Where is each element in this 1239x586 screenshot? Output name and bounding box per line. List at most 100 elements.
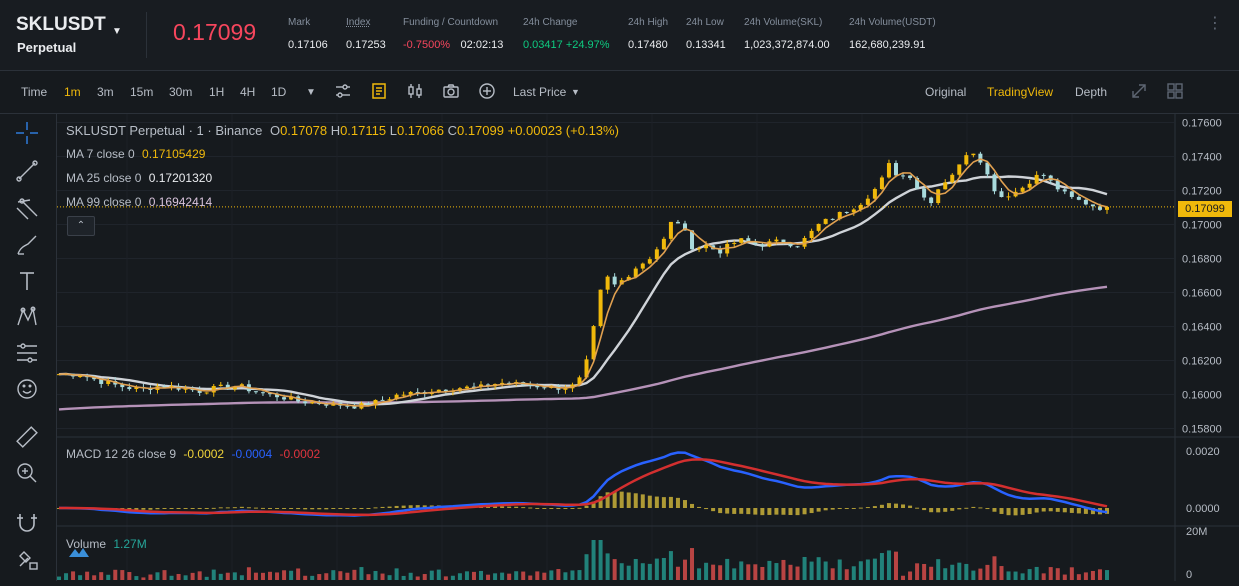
- stat-value: 0.03417 +24.97%: [523, 39, 610, 51]
- text-tool-icon[interactable]: [14, 268, 40, 294]
- legend-macd[interactable]: MACD 12 26 close 9 -0.0002 -0.0004 -0.00…: [66, 447, 320, 461]
- candle: [858, 204, 863, 210]
- candle: [282, 397, 287, 400]
- volume-bar: [197, 571, 202, 580]
- candle: [746, 238, 751, 242]
- interval-3m[interactable]: 3m: [97, 85, 114, 99]
- view-depth[interactable]: Depth: [1075, 85, 1108, 99]
- add-indicator-icon[interactable]: [478, 82, 496, 100]
- candle: [1034, 174, 1039, 184]
- candle-type-icon[interactable]: [406, 82, 424, 100]
- chart-area[interactable]: 0.17600 0.17400 0.17200 0.17000 0.16800 0.166…: [57, 114, 1239, 581]
- volume-bar: [1090, 570, 1095, 580]
- candle: [872, 189, 877, 199]
- volume-bar: [697, 568, 702, 580]
- candle: [802, 237, 807, 247]
- volume-bar: [570, 570, 575, 580]
- candle: [500, 382, 505, 384]
- interval-15m[interactable]: 15m: [130, 85, 154, 99]
- candle: [218, 384, 223, 386]
- macd-histogram-bar: [915, 507, 920, 509]
- price-axis-label: 0.17200: [1182, 186, 1222, 198]
- macd-histogram-bar: [901, 504, 906, 508]
- volume-bar: [774, 563, 779, 580]
- macd-histogram-bar: [493, 506, 498, 508]
- magnet-icon[interactable]: [14, 510, 40, 536]
- macd-histogram-bar: [148, 508, 153, 510]
- legend-close: 0.17099: [456, 123, 504, 138]
- volume-bar: [915, 563, 920, 580]
- volume-bar: [1069, 567, 1074, 580]
- legend-ma7[interactable]: MA 7 close 0 0.17105429: [66, 147, 205, 161]
- more-options-icon[interactable]: ⋮: [1207, 15, 1223, 32]
- interval-1d[interactable]: 1D: [271, 85, 287, 99]
- volume-bar: [183, 575, 188, 580]
- templates-icon[interactable]: [370, 82, 388, 100]
- candle: [366, 403, 371, 406]
- candle: [225, 384, 230, 390]
- interval-4h[interactable]: 4H: [240, 85, 256, 99]
- ruler-icon[interactable]: [14, 424, 40, 450]
- stat-24h-low: 24h Low 0.13341: [686, 17, 726, 53]
- volume-bar: [598, 540, 603, 580]
- legend-ma99[interactable]: MA 99 close 0 0.16942414: [66, 195, 212, 209]
- indicator-settings-icon[interactable]: [334, 82, 352, 100]
- volume-bar: [711, 564, 716, 580]
- candle: [127, 387, 132, 390]
- camera-icon[interactable]: [442, 82, 460, 100]
- volume-bar: [908, 571, 913, 580]
- macd-histogram-bar: [718, 508, 723, 514]
- zoom-in-icon[interactable]: [14, 460, 40, 486]
- volume-bar: [232, 572, 237, 580]
- candle: [1020, 187, 1025, 192]
- stat-label[interactable]: Index: [346, 17, 371, 28]
- view-original[interactable]: Original: [925, 85, 967, 99]
- interval-1m[interactable]: 1m: [64, 85, 81, 99]
- tradingview-logo-icon[interactable]: [68, 546, 90, 558]
- volume-bar: [507, 573, 512, 580]
- candle: [739, 238, 744, 243]
- fullscreen-icon[interactable]: [1130, 82, 1148, 100]
- trend-line-icon[interactable]: [14, 158, 40, 184]
- price-type-select[interactable]: Last Price: [513, 85, 567, 99]
- crosshair-icon[interactable]: [14, 120, 40, 146]
- volume-bar: [640, 563, 645, 580]
- interval-1h[interactable]: 1H: [209, 85, 225, 99]
- price-chart[interactable]: 0.17600 0.17400 0.17200 0.17000 0.16800 0.166…: [57, 114, 1239, 581]
- candle: [162, 386, 167, 389]
- candle: [310, 402, 315, 404]
- volume-bar: [359, 567, 364, 580]
- legend-high: 0.17115: [340, 123, 387, 138]
- volume-bar: [619, 563, 624, 580]
- emoji-icon[interactable]: [14, 376, 40, 402]
- stat-label: 24h Change: [523, 17, 578, 28]
- layout-grid-icon[interactable]: [1166, 82, 1184, 100]
- candle: [753, 241, 758, 245]
- candle: [915, 177, 920, 189]
- fib-tools-icon[interactable]: [14, 196, 40, 222]
- interval-dropdown-icon[interactable]: ▼: [306, 87, 316, 98]
- contract-type[interactable]: Perpetual: [17, 40, 77, 55]
- legend-ma25[interactable]: MA 25 close 0 0.17201320: [66, 171, 212, 185]
- symbol-name[interactable]: SKLUSDT: [16, 14, 106, 35]
- pattern-tool-icon[interactable]: [14, 304, 40, 330]
- price-type-dropdown-icon[interactable]: ▼: [571, 87, 580, 97]
- interval-time[interactable]: Time: [21, 85, 48, 99]
- interval-30m[interactable]: 30m: [169, 85, 193, 99]
- legend-collapse-button[interactable]: ⌃: [67, 216, 95, 236]
- volume-bar: [943, 568, 948, 580]
- macd-histogram-bar: [577, 507, 582, 509]
- candle: [999, 191, 1004, 198]
- symbol-dropdown-icon[interactable]: ▼: [112, 26, 122, 37]
- lock-drawing-icon[interactable]: [14, 546, 40, 572]
- price-axis-label: 0.16000: [1182, 390, 1222, 402]
- macd-histogram-bar: [563, 508, 568, 509]
- view-tradingview[interactable]: TradingView: [987, 85, 1054, 99]
- prediction-tool-icon[interactable]: [14, 340, 40, 366]
- macd-histogram-bar: [992, 508, 997, 512]
- legend-volume[interactable]: Volume 1.27M: [66, 537, 147, 551]
- candle: [253, 391, 258, 393]
- volume-bar: [92, 575, 97, 580]
- brush-icon[interactable]: [14, 232, 40, 258]
- ma25-line: [58, 175, 1108, 406]
